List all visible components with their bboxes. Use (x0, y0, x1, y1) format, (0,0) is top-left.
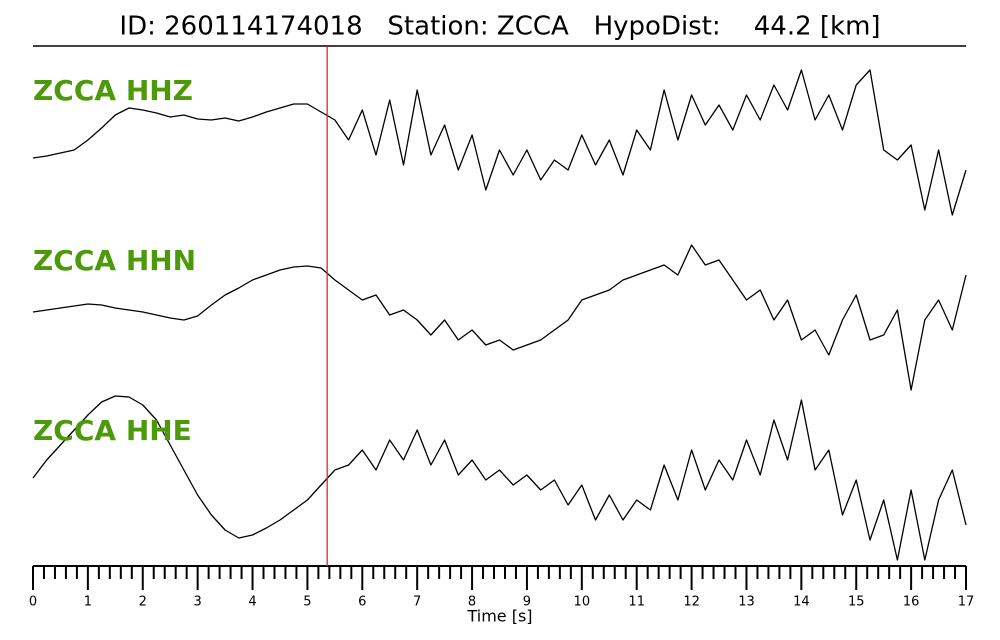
x-tick-label: 9 (523, 595, 531, 610)
trace (32, 244, 967, 391)
x-tick-label: 15 (848, 595, 865, 610)
x-tick-label: 10 (574, 595, 591, 610)
x-tick-label: 16 (903, 595, 920, 610)
x-tick-label: 14 (793, 595, 810, 610)
x-tick-label: 5 (303, 595, 311, 610)
x-tick-label: 11 (628, 595, 645, 610)
trace (32, 395, 967, 561)
x-tick-label: 17 (958, 595, 975, 610)
trace-label: ZCCA HHZ (33, 74, 193, 107)
x-axis-label: Time [s] (466, 607, 532, 626)
x-tick-label: 7 (413, 595, 421, 610)
x-tick-label: 8 (468, 595, 476, 610)
x-tick-label: 0 (29, 595, 37, 610)
x-tick-label: 4 (248, 595, 256, 610)
x-tick-label: 1 (84, 595, 92, 610)
trace-label: ZCCA HHE (33, 414, 192, 447)
x-tick-label: 6 (358, 595, 366, 610)
x-tick-label: 3 (194, 595, 202, 610)
x-tick-label: 12 (683, 595, 700, 610)
x-tick-label: 13 (738, 595, 755, 610)
title: ID: 260114174018 Station: ZCCA HypoDist:… (119, 12, 880, 42)
trace-label: ZCCA HHN (33, 244, 196, 277)
trace (32, 69, 967, 216)
x-tick-label: 2 (139, 595, 147, 610)
